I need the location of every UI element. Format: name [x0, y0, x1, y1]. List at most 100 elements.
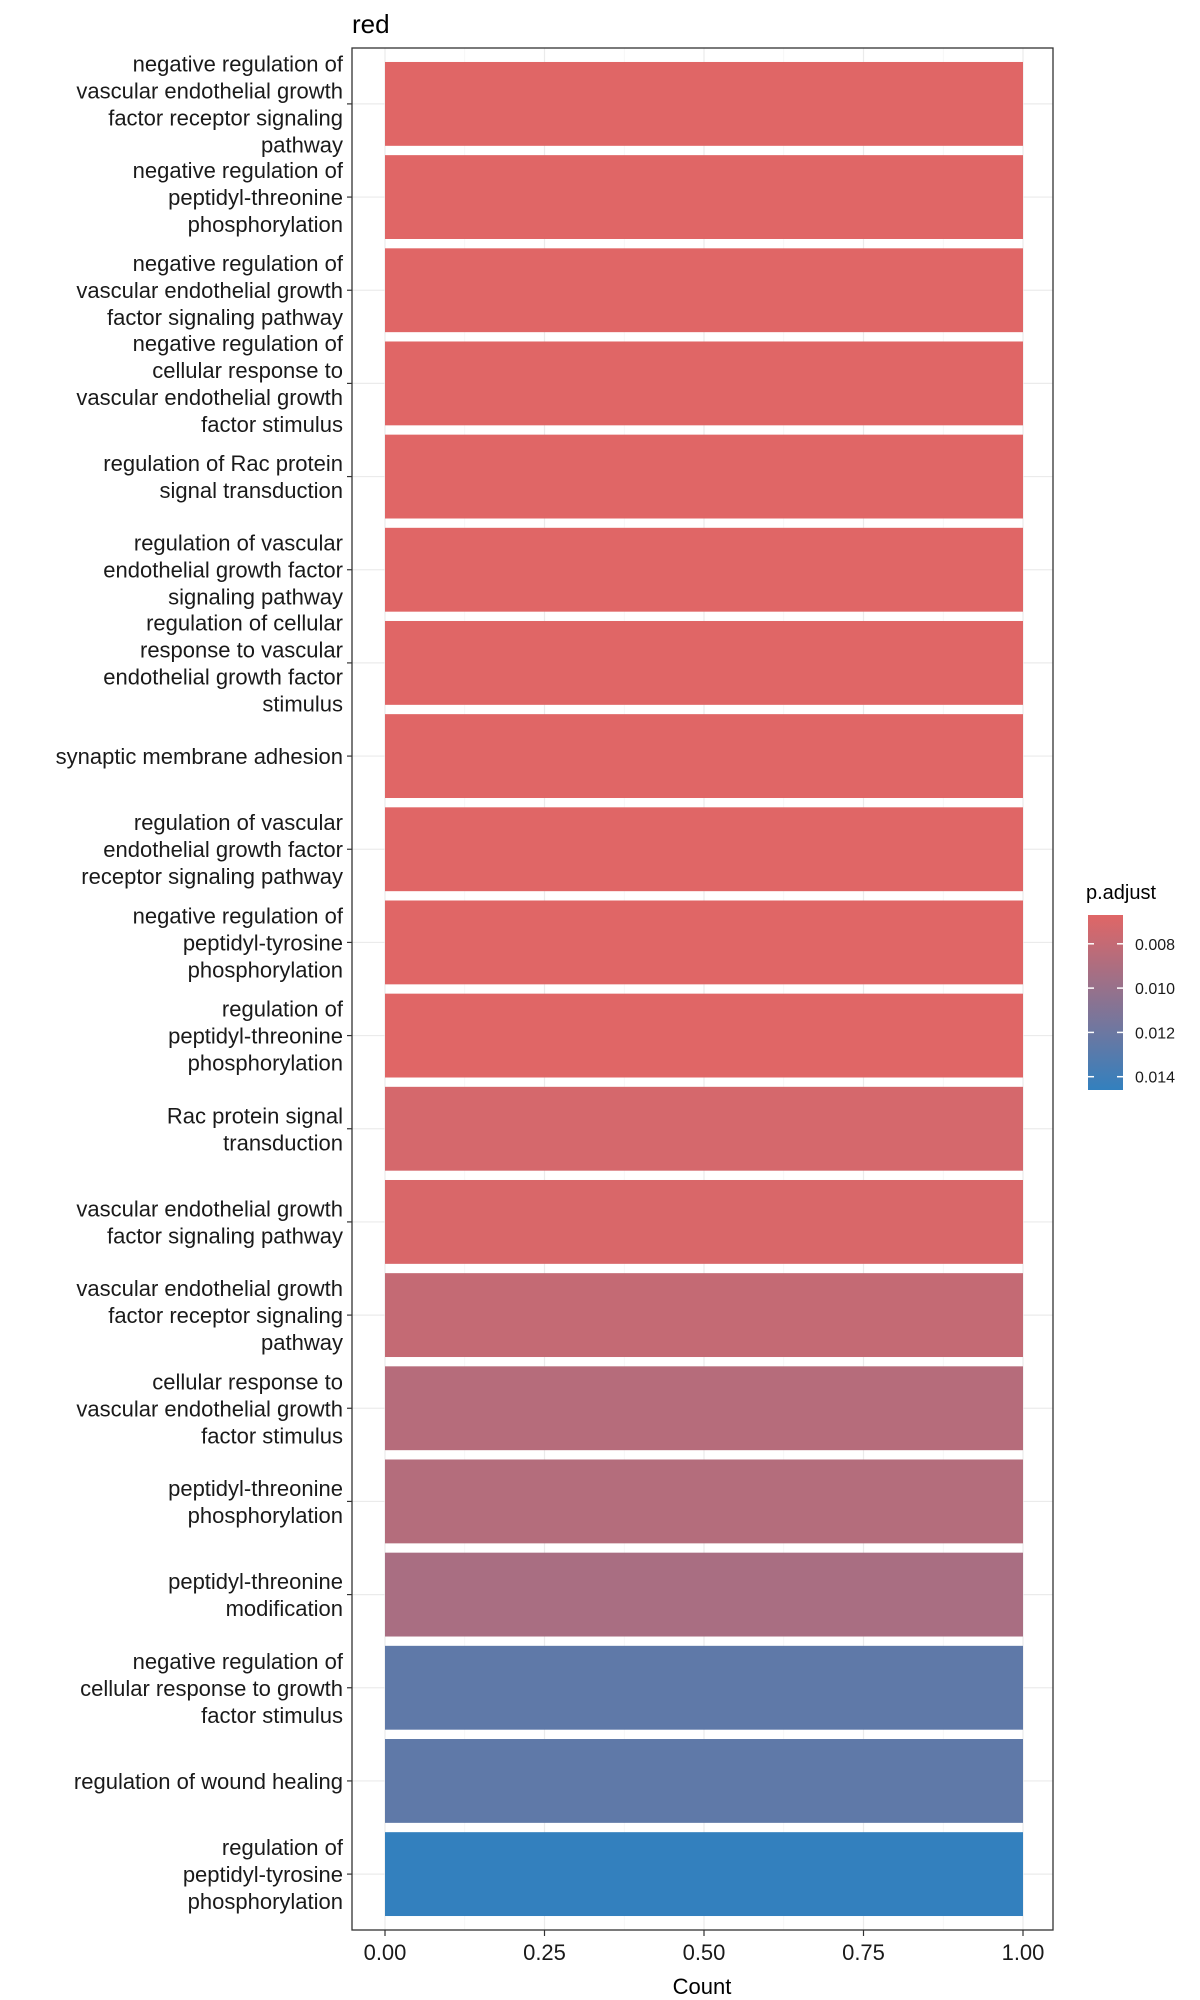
y-tick-label-line: regulation of cellular: [146, 610, 343, 635]
bar: [385, 1179, 1023, 1264]
y-tick-label: peptidyl-threonine phosphorylation: [168, 1476, 343, 1528]
y-tick-label-line: cellular response to growth: [80, 1676, 343, 1701]
y-tick-label-line: regulation of Rac protein: [103, 451, 343, 476]
y-tick-label-line: peptidyl-threonine: [168, 1569, 343, 1594]
y-tick-label: negative regulation of cellular response …: [76, 331, 343, 437]
y-tick-label-line: transduction: [223, 1130, 343, 1155]
y-tick-label-line: factor stimulus: [201, 1703, 343, 1728]
y-tick-label-line: phosphorylation: [188, 957, 343, 982]
y-tick-label-line: modification: [226, 1596, 343, 1621]
y-tick-label-line: factor signaling pathway: [107, 305, 343, 330]
y-tick-label: vascular endothelial growth factor recept…: [76, 1276, 343, 1355]
y-tick-label-line: receptor signaling pathway: [81, 864, 343, 889]
bar: [385, 341, 1023, 426]
y-tick-label: regulation of peptidyl-threonine phosphory…: [168, 997, 344, 1076]
y-tick-label-line: phosphorylation: [188, 1503, 343, 1528]
y-tick-label-line: response to vascular: [140, 637, 343, 662]
bar: [385, 807, 1023, 892]
y-tick-label-line: endothelial growth factor: [103, 837, 343, 862]
y-tick-label: regulation of cellular response to vascul…: [103, 610, 343, 716]
y-tick-label: vascular endothelial growth factor signal…: [76, 1196, 343, 1248]
y-tick-label: regulation of Rac protein signal transduc…: [103, 451, 343, 503]
y-tick-label-line: pathway: [261, 132, 343, 157]
y-tick-label-line: regulation of: [222, 1835, 344, 1860]
y-tick-label-line: negative regulation of: [133, 331, 344, 356]
legend-ticks: 0.008 0.010 0.012 0.014: [1088, 937, 1175, 1087]
y-tick-label-line: vascular endothelial growth: [76, 385, 343, 410]
y-tick-label-line: factor receptor signaling: [108, 105, 343, 130]
y-tick-label-line: cellular response to: [152, 358, 343, 383]
y-tick-label: negative regulation of cellular response …: [80, 1649, 344, 1728]
y-tick-label-line: factor stimulus: [201, 1423, 343, 1448]
bar: [385, 155, 1023, 239]
bar: [385, 1273, 1023, 1358]
y-tick-label: negative regulation of vascular endotheli…: [76, 251, 343, 330]
bar: [385, 1366, 1023, 1451]
bar: [385, 1739, 1023, 1823]
y-tick-label-line: phosphorylation: [188, 212, 343, 237]
y-tick-label-line: negative regulation of: [133, 51, 344, 76]
chart-title: red: [352, 9, 390, 39]
legend-color-bar: [1088, 915, 1123, 1090]
legend-title: p.adjust: [1086, 882, 1156, 904]
legend-tick-label: 0.012: [1135, 1025, 1175, 1042]
y-tick-label-line: endothelial growth factor: [103, 558, 343, 583]
y-tick-label: regulation of vascular endothelial growth…: [81, 810, 343, 889]
y-tick-label: regulation of wound healing: [74, 1769, 343, 1794]
y-tick-label: peptidyl-threonine modification: [168, 1569, 343, 1621]
y-tick-label-line: signal transduction: [160, 478, 343, 503]
y-axis-labels: negative regulation of vascular endotheli…: [56, 51, 352, 1914]
y-tick-label-line: stimulus: [262, 691, 343, 716]
x-tick-label: 0.50: [683, 1940, 726, 1965]
bar: [385, 620, 1023, 705]
bar: [385, 1645, 1023, 1730]
y-tick-label-line: vascular endothelial growth: [76, 278, 343, 303]
y-tick-label-line: factor receptor signaling: [108, 1303, 343, 1328]
y-tick-label-line: vascular endothelial growth: [76, 1396, 343, 1421]
bar: [385, 714, 1023, 799]
y-tick-label-line: peptidyl-threonine: [168, 1476, 343, 1501]
y-tick-label-line: vascular endothelial growth: [76, 1196, 343, 1221]
y-tick-label-line: signaling pathway: [168, 585, 343, 610]
y-tick-label-line: vascular endothelial growth: [76, 78, 343, 103]
y-tick-label-line: regulation of vascular: [134, 531, 343, 556]
y-tick-label-line: phosphorylation: [188, 1889, 343, 1914]
y-tick-label-line: negative regulation of: [133, 251, 344, 276]
x-tick-label: 0.75: [842, 1940, 885, 1965]
y-tick-label-line: regulation of wound healing: [74, 1769, 343, 1794]
y-tick-label-line: endothelial growth factor: [103, 664, 343, 689]
x-tick-label: 0.25: [523, 1940, 566, 1965]
x-axis-title: Count: [673, 1974, 732, 1999]
bar: [385, 1086, 1023, 1171]
bar: [385, 434, 1023, 519]
bar: [385, 527, 1023, 612]
y-tick-label-line: phosphorylation: [188, 1051, 343, 1076]
bar: [385, 1832, 1023, 1917]
y-tick-label-line: pathway: [261, 1330, 343, 1355]
y-tick-label-line: factor signaling pathway: [107, 1223, 343, 1248]
y-tick-label: cellular response to vascular endothelial…: [76, 1369, 343, 1448]
y-tick-label: synaptic membrane adhesion: [56, 744, 343, 769]
y-tick-label: regulation of vascular endothelial growth…: [103, 531, 343, 610]
x-tick-label: 1.00: [1002, 1940, 1045, 1965]
x-tick-label: 0.00: [364, 1940, 407, 1965]
y-tick-label-line: synaptic membrane adhesion: [56, 744, 343, 769]
panel-border: [351, 47, 1054, 1931]
legend: p.adjust 0.008 0.010 0.012 0.014: [1086, 882, 1175, 1090]
y-tick-label-line: peptidyl-tyrosine: [183, 1862, 343, 1887]
legend-tick-label: 0.008: [1135, 937, 1175, 954]
y-tick-label: Rac protein signal transduction: [167, 1103, 343, 1155]
bar: [385, 993, 1023, 1078]
bar: [385, 1459, 1023, 1544]
bar: [385, 1552, 1023, 1637]
bar: [385, 61, 1023, 146]
y-tick-label-line: regulation of vascular: [134, 810, 343, 835]
legend-tick-label: 0.014: [1135, 1070, 1175, 1087]
legend-tick-label: 0.010: [1135, 981, 1175, 998]
x-axis: 0.00 0.25 0.50 0.75 1.00: [364, 1930, 1045, 1965]
y-tick-label: negative regulation of vascular endotheli…: [76, 51, 343, 157]
y-tick-label: regulation of peptidyl-tyrosine phosphoryl…: [183, 1835, 344, 1914]
y-tick-label-line: peptidyl-tyrosine: [183, 930, 343, 955]
y-tick-label-line: cellular response to: [152, 1369, 343, 1394]
